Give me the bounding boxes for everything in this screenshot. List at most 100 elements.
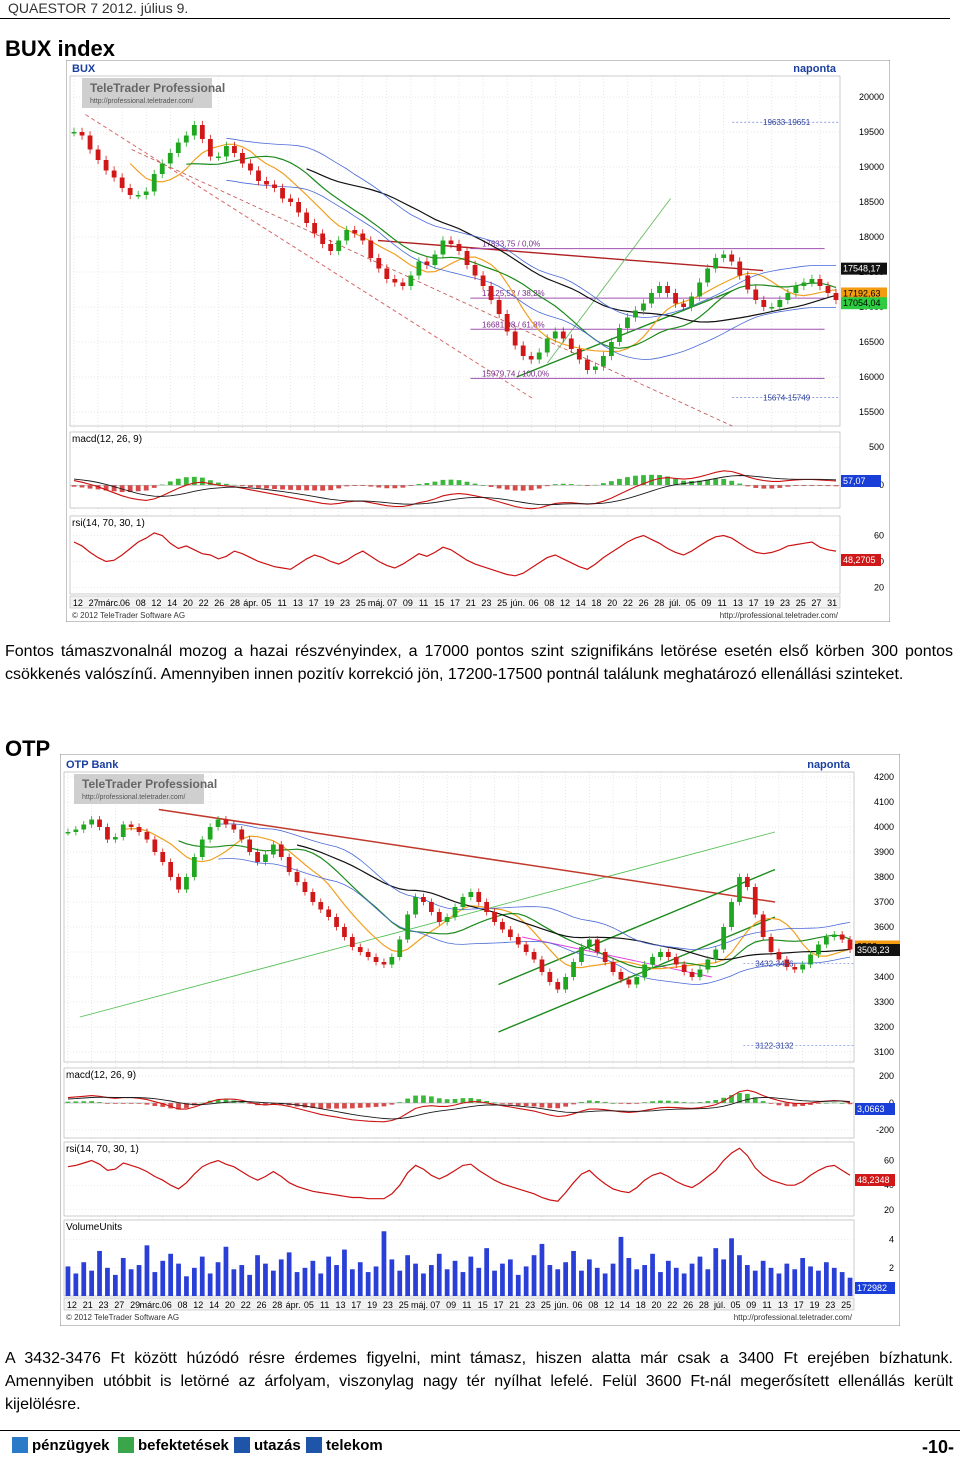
macd-histogram-bar <box>753 485 759 488</box>
volume-bar <box>460 1272 466 1296</box>
volume-bar <box>523 1266 529 1296</box>
macd-histogram-bar <box>288 485 293 490</box>
trend-line <box>158 808 776 903</box>
candle-body <box>584 359 590 370</box>
chart-source-url: http://professional.teletrader.com/ <box>720 611 839 620</box>
candle-body <box>713 258 719 269</box>
volume-bar <box>373 1266 379 1296</box>
macd-histogram-bar <box>71 485 77 487</box>
chart-period: naponta <box>807 759 851 771</box>
macd-histogram-bar <box>365 1103 371 1108</box>
fib-level-label: 15979,74 / 100,0% <box>482 369 549 378</box>
volume-bar <box>784 1263 790 1296</box>
macd-value-label: 3,0663 <box>857 1104 885 1114</box>
macd-histogram-bar <box>523 1103 529 1106</box>
macd-histogram-bar <box>650 1101 655 1103</box>
x-tick-label: 20 <box>651 1300 661 1310</box>
macd-histogram-bar <box>199 477 205 486</box>
fib-level-label: 17833,75 / 0,0% <box>482 240 540 249</box>
macd-histogram-bar <box>334 1103 339 1109</box>
volume-bar <box>689 1263 695 1296</box>
macd-histogram-bar <box>239 1101 245 1103</box>
rsi-value-label: 48,2705 <box>843 555 876 565</box>
y-tick-label: 3800 <box>874 872 894 882</box>
y-tick-label: 2 <box>889 1263 894 1273</box>
x-tick-label: 22 <box>623 598 633 608</box>
footer-item[interactable]: pénzügyek <box>32 1437 110 1454</box>
candle-body <box>199 839 205 857</box>
volume-bar <box>618 1236 624 1296</box>
macd-histogram-bar <box>697 1102 703 1103</box>
candle-body <box>136 827 142 832</box>
candle-body <box>357 947 363 952</box>
volume-bar <box>500 1263 505 1296</box>
macd-histogram-bar <box>823 1102 829 1104</box>
macd-histogram-bar <box>634 1103 640 1104</box>
candle-body <box>768 937 774 952</box>
rsi-pane <box>63 1141 855 1217</box>
macd-histogram-bar <box>563 1103 569 1107</box>
macd-histogram-bar <box>452 1098 458 1103</box>
candle-body <box>71 132 77 134</box>
macd-histogram-bar <box>416 483 422 486</box>
candle-body <box>191 125 197 136</box>
macd-histogram-bar <box>586 1100 592 1103</box>
candle-body <box>536 352 542 360</box>
candle-body <box>484 902 490 912</box>
candle-body <box>831 934 837 937</box>
page-footer: pénzügyek befektetések utazás telekom -1… <box>0 1430 960 1463</box>
candle-body <box>634 977 640 985</box>
macd-histogram-bar <box>793 485 799 486</box>
footer-item[interactable]: befektetések <box>138 1437 229 1454</box>
macd-histogram-bar <box>168 1103 174 1109</box>
macd-histogram-bar <box>384 485 390 489</box>
candle-body <box>480 275 486 286</box>
macd-histogram-bar <box>424 482 430 486</box>
trend-line <box>522 936 712 978</box>
candle-body <box>452 907 458 917</box>
volume-bar <box>515 1274 521 1296</box>
candle-body <box>97 819 102 827</box>
macd-histogram-bar <box>468 1098 474 1103</box>
volume-bar <box>744 1265 750 1296</box>
x-tick-label: júl. <box>668 598 681 608</box>
footer-item[interactable]: utazás <box>254 1437 301 1454</box>
macd-histogram-bar <box>357 1103 363 1108</box>
macd-histogram-bar <box>400 485 406 488</box>
candle-body <box>87 135 93 150</box>
candle-body <box>492 912 497 922</box>
macd-histogram-bar <box>120 1103 126 1104</box>
volume-bar <box>199 1256 205 1296</box>
candle-body <box>721 927 727 950</box>
macd-histogram-bar <box>484 1100 490 1103</box>
y-tick-label: 15500 <box>859 407 884 417</box>
candle-body <box>263 854 268 862</box>
macd-line <box>67 1089 851 1123</box>
macd-histogram-bar <box>112 1103 118 1104</box>
volume-bar <box>839 1272 845 1296</box>
x-tick-label: 09 <box>403 598 413 608</box>
footer-item[interactable]: telekom <box>326 1437 383 1454</box>
rsi-line <box>67 1147 851 1202</box>
candle-body <box>240 153 245 164</box>
macd-histogram-bar <box>568 484 574 486</box>
footer-icon-befektetesek <box>118 1437 134 1453</box>
price-label-box <box>841 297 887 310</box>
x-tick-label: 31 <box>827 598 837 608</box>
macd-histogram-bar <box>397 1102 403 1103</box>
x-tick-label: 14 <box>209 1300 219 1310</box>
x-tick-label: 07 <box>387 598 397 608</box>
macd-histogram-bar <box>240 485 245 487</box>
candle-body <box>215 819 221 827</box>
x-tick-label: 23 <box>780 598 790 608</box>
x-tick-label: 05 <box>304 1300 314 1310</box>
candle-body <box>270 844 276 855</box>
macd-histogram-bar <box>729 480 735 486</box>
macd-histogram-bar <box>552 484 558 486</box>
candle-body <box>681 964 687 972</box>
volume-bar <box>626 1258 632 1296</box>
macd-histogram-bar <box>336 485 342 489</box>
otp-section-title: OTP <box>5 736 51 761</box>
x-tick-label: 08 <box>177 1300 187 1310</box>
macd-histogram-bar <box>594 1100 600 1103</box>
